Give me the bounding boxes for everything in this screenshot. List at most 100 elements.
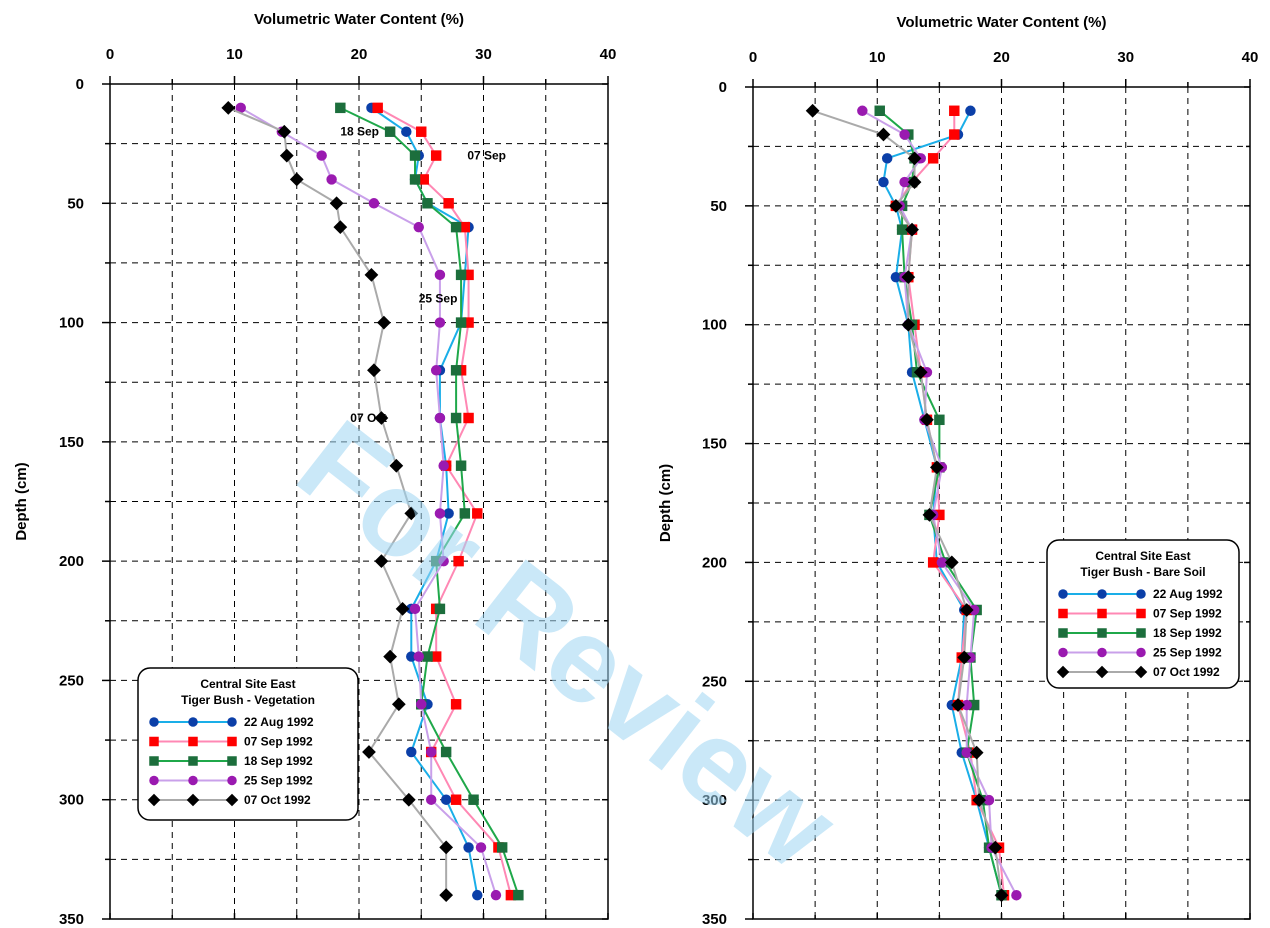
data-point <box>949 105 960 116</box>
x-tick-label: 10 <box>869 49 886 66</box>
data-point <box>434 603 446 615</box>
data-point <box>969 745 984 760</box>
data-point <box>927 557 939 568</box>
data-point <box>450 365 462 376</box>
data-point <box>384 126 396 137</box>
x-tick-label: 30 <box>1117 49 1134 66</box>
data-point <box>857 105 868 116</box>
data-point <box>468 794 479 805</box>
data-point <box>409 603 421 615</box>
data-point <box>463 412 474 424</box>
data-point <box>889 198 903 213</box>
y-tick-label: 50 <box>67 195 84 212</box>
legend-marker <box>1136 647 1146 658</box>
series-annotation: 07 Oct <box>350 411 387 425</box>
legend-title: Tiger Bush - Bare Soil <box>1080 565 1205 579</box>
data-point <box>805 103 820 118</box>
axis-ticks <box>102 76 609 920</box>
data-point <box>438 460 449 471</box>
data-point <box>896 224 908 235</box>
data-point <box>401 126 412 137</box>
legend-marker <box>227 775 237 786</box>
data-point <box>409 150 421 161</box>
legend-marker <box>225 793 239 807</box>
axis-ticks <box>745 79 1251 920</box>
data-point <box>455 269 467 281</box>
data-point <box>440 794 452 805</box>
data-point <box>440 746 452 758</box>
data-point <box>459 508 471 519</box>
data-point <box>994 888 1009 903</box>
legend-marker <box>1097 589 1107 599</box>
legend-marker <box>1058 589 1068 599</box>
legend-marker <box>188 756 198 766</box>
data-point <box>439 888 454 903</box>
y-tick-label: 200 <box>702 554 727 571</box>
data-point <box>949 129 960 140</box>
legend-marker <box>149 736 159 747</box>
data-point <box>459 221 471 233</box>
data-point <box>406 746 417 758</box>
y-tick-label: 350 <box>59 911 84 928</box>
legend-title: Central Site East <box>200 677 295 691</box>
data-point <box>374 554 389 569</box>
data-point <box>383 649 397 664</box>
data-point <box>913 365 928 380</box>
y-tick-label: 0 <box>719 79 727 96</box>
data-point <box>961 747 972 758</box>
y-tick-label: 350 <box>702 911 727 928</box>
series-line <box>812 109 1003 896</box>
x-axis-title: Volumetric Water Content (%) <box>896 14 1106 31</box>
data-point <box>936 557 948 568</box>
data-point <box>968 699 980 711</box>
y-tick-label: 150 <box>59 434 84 451</box>
series-07-oct-1992 <box>221 100 454 903</box>
data-point <box>450 221 462 233</box>
y-axis-title: Depth (cm) <box>657 464 674 542</box>
x-tick-label: 0 <box>106 46 114 63</box>
data-point <box>418 174 429 185</box>
series-line <box>240 106 497 896</box>
legend-marker <box>147 793 161 807</box>
data-point <box>455 317 467 328</box>
grid <box>753 87 1250 919</box>
data-point <box>463 317 474 328</box>
y-tick-label: 100 <box>702 317 727 334</box>
data-point <box>472 508 483 519</box>
data-point <box>878 176 889 188</box>
x-tick-label: 30 <box>475 46 492 63</box>
data-point <box>430 555 442 567</box>
data-point <box>416 699 427 710</box>
x-tick-label: 20 <box>993 49 1010 66</box>
data-point <box>965 105 976 116</box>
legend-label: 07 Sep 1992 <box>244 735 313 749</box>
data-point <box>364 267 379 282</box>
data-point <box>277 124 292 139</box>
data-point <box>391 697 406 712</box>
y-tick-label: 150 <box>702 436 727 453</box>
data-point <box>453 555 464 567</box>
data-point <box>395 601 410 616</box>
legend-label: 22 Aug 1992 <box>1153 587 1223 601</box>
legend-label: 07 Oct 1992 <box>1153 665 1220 679</box>
legend-label: 18 Sep 1992 <box>1153 626 1222 640</box>
data-point <box>455 460 467 471</box>
legend-marker <box>149 775 159 786</box>
data-point <box>377 315 391 330</box>
legend-marker <box>149 756 159 766</box>
data-point <box>374 411 389 425</box>
chart-bare-soil: 0 10 20 30 40 0 50 100 150 200 250 300 350 Volumetric… <box>657 14 1258 928</box>
data-point <box>934 509 945 521</box>
legend-label: 18 Sep 1992 <box>244 754 313 768</box>
y-tick-label: 200 <box>59 553 84 570</box>
legend-label: 22 Aug 1992 <box>244 715 314 729</box>
data-point <box>972 793 987 808</box>
data-point <box>430 365 442 376</box>
data-point <box>907 151 922 166</box>
data-point <box>434 508 446 519</box>
data-point <box>1011 890 1022 901</box>
data-point <box>513 889 524 901</box>
data-point <box>901 270 916 285</box>
series-annotation: 07 Sep <box>467 149 506 163</box>
